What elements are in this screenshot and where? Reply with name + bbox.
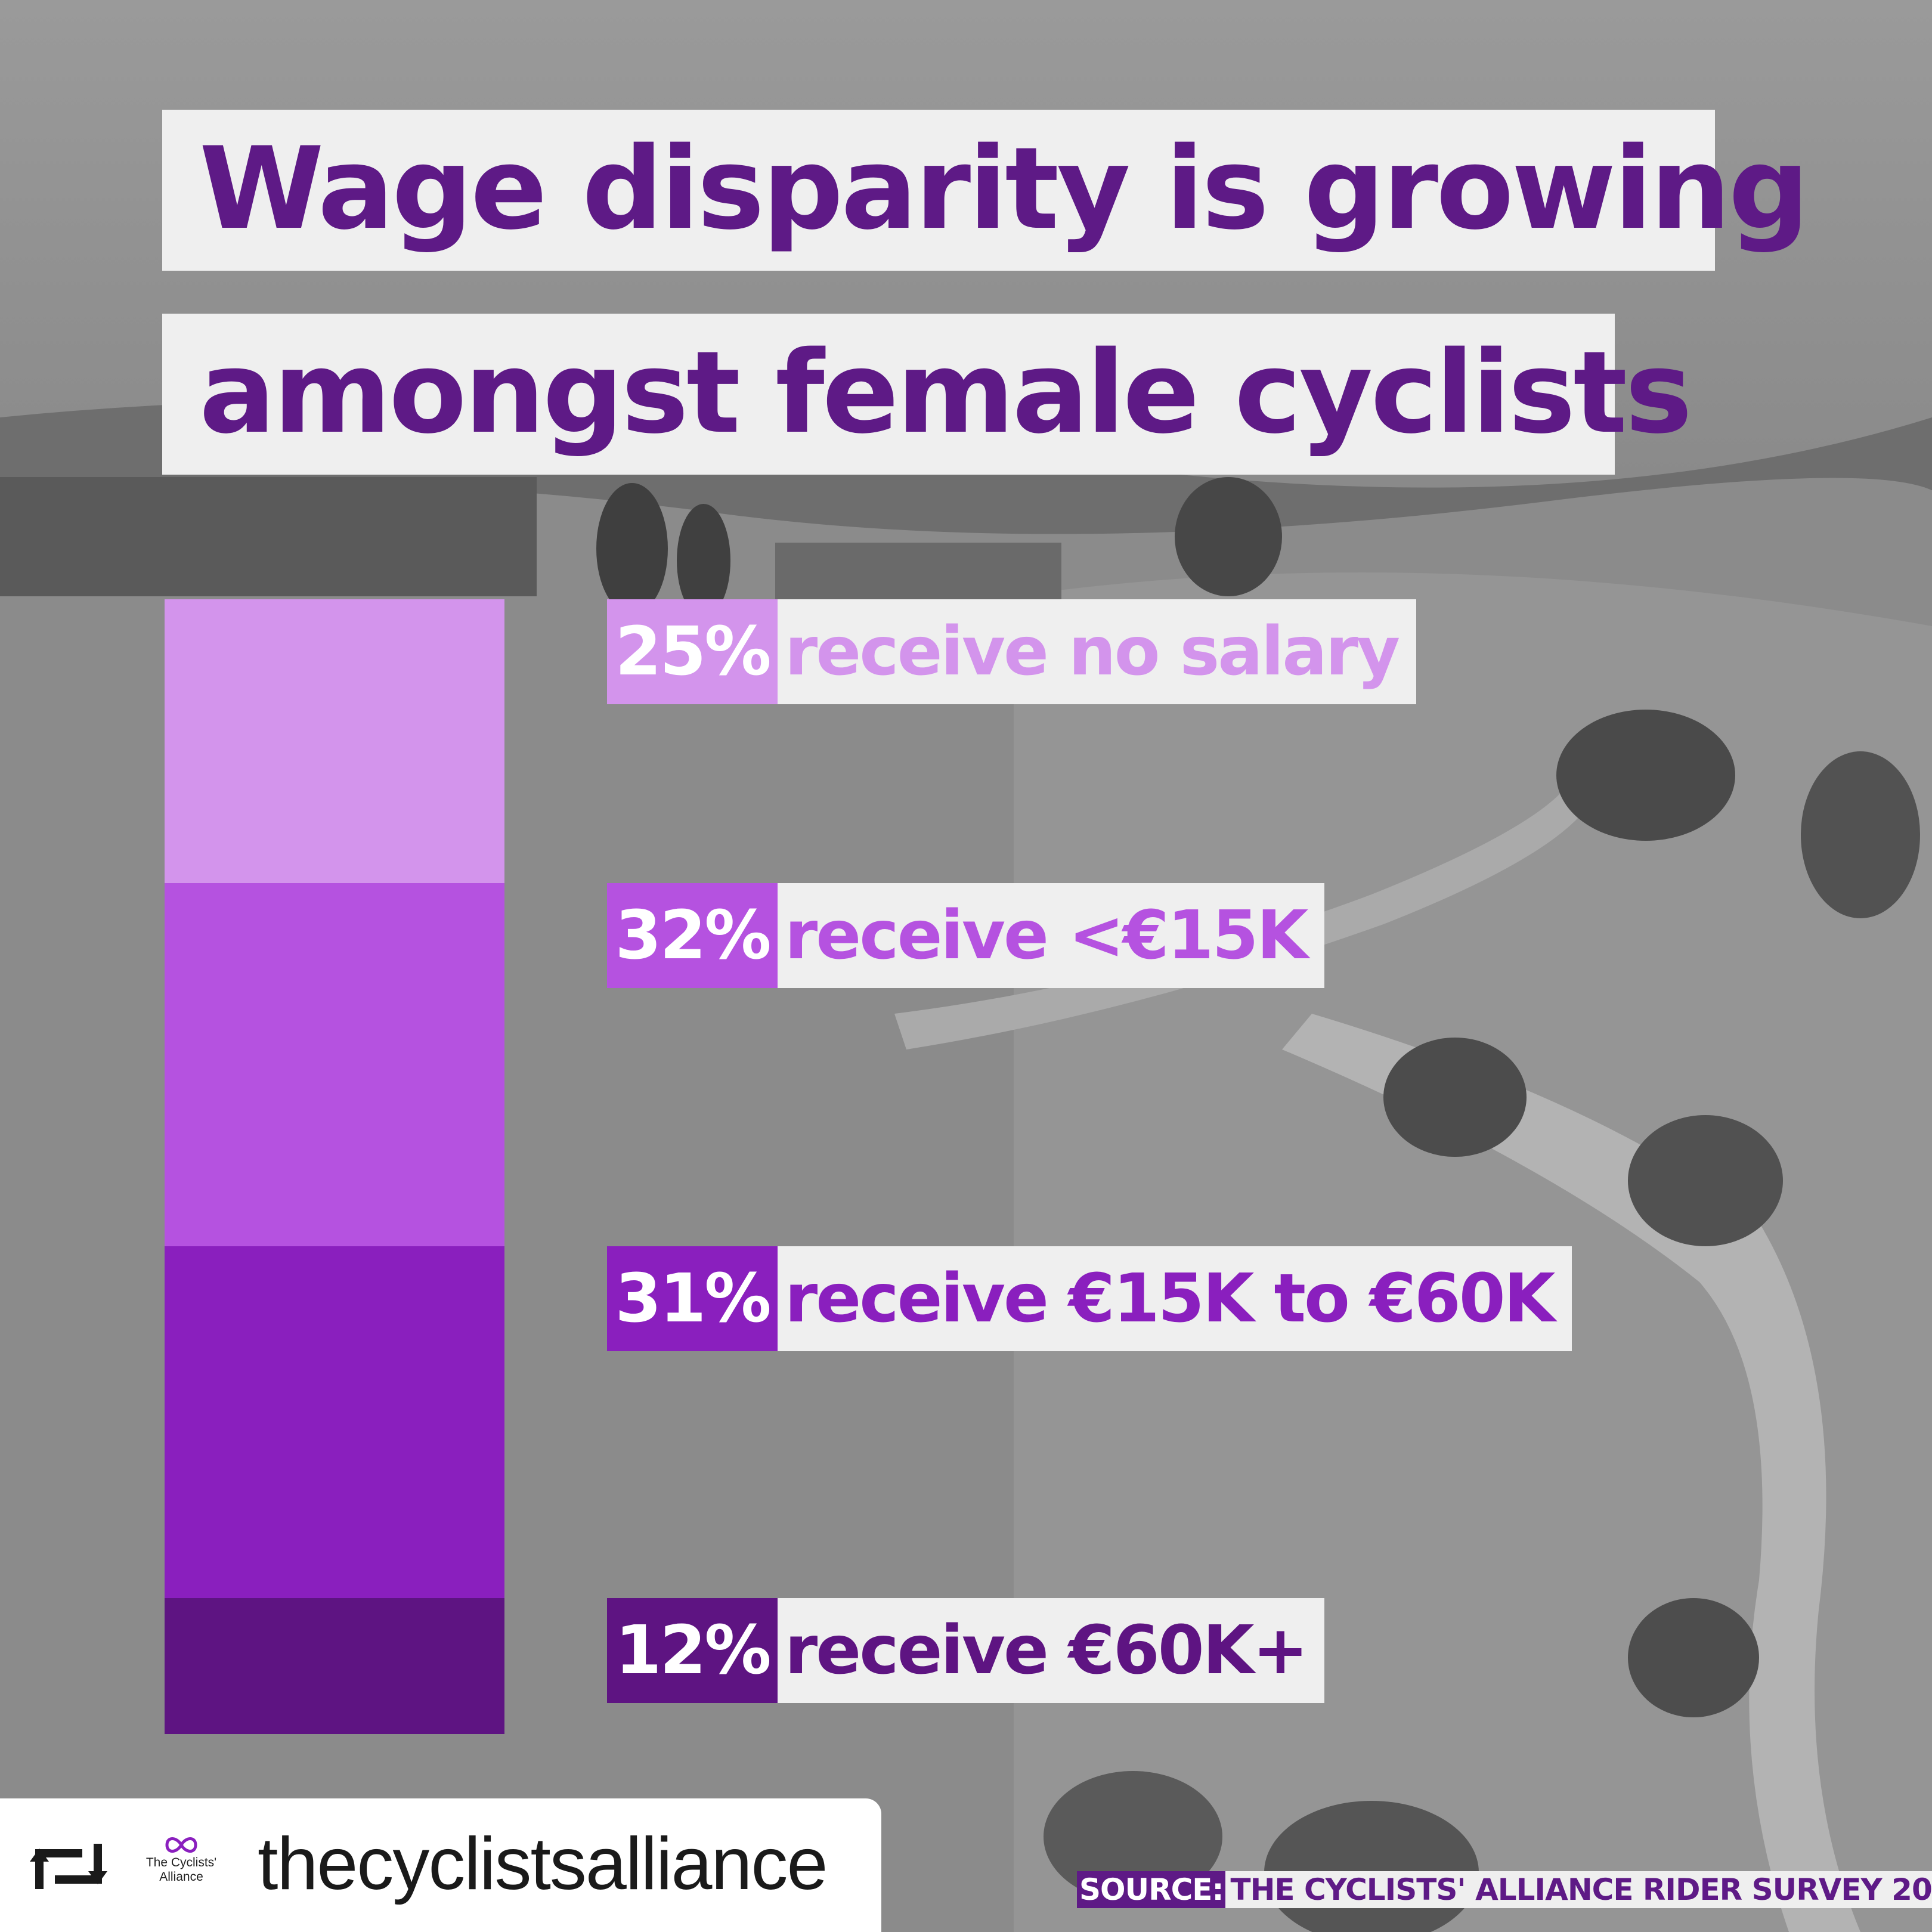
data-label-percent: 25%	[607, 599, 778, 704]
brand-logo: The Cyclists' Alliance	[138, 1834, 224, 1902]
title-line-2: amongst female cyclists	[162, 314, 1692, 475]
title-line-1: Wage disparity is growing	[162, 110, 1810, 271]
data-label: 25% receive no salary	[607, 599, 1417, 704]
bar-segment	[165, 1598, 504, 1734]
data-label-percent: 31%	[607, 1246, 778, 1351]
bar-segment	[165, 883, 504, 1246]
data-label-text: receive €60K+	[778, 1598, 1325, 1703]
source-text: THE CYCLISTS' ALLIANCE RIDER SURVEY 2020	[1225, 1871, 1932, 1908]
brand-name-line-1: The Cyclists'	[145, 1856, 217, 1869]
repost-bar: The Cyclists' Alliance thecyclistsallian…	[0, 1798, 881, 1932]
brand-name-line-2: Alliance	[159, 1870, 203, 1884]
infinity-logo-icon	[165, 1837, 197, 1853]
data-label-text: receive €15K to €60K	[778, 1246, 1572, 1351]
stacked-bar	[165, 599, 504, 1734]
data-label: 32% receive <€15K	[607, 883, 1325, 988]
account-handle[interactable]: thecyclistsalliance	[258, 1823, 828, 1905]
data-label-percent: 32%	[607, 883, 778, 988]
bar-segment	[165, 599, 504, 883]
bar-segment	[165, 1246, 504, 1598]
data-label-text: receive no salary	[778, 599, 1417, 704]
data-label-text: receive <€15K	[778, 883, 1325, 988]
repost-icon[interactable]	[29, 1835, 109, 1897]
source-label: SOURCE:	[1077, 1871, 1226, 1908]
data-label: 31% receive €15K to €60K	[607, 1246, 1572, 1351]
data-label-percent: 12%	[607, 1598, 778, 1703]
source-caption: SOURCE: THE CYCLISTS' ALLIANCE RIDER SUR…	[1077, 1870, 1932, 1909]
data-label: 12% receive €60K+	[607, 1598, 1325, 1703]
